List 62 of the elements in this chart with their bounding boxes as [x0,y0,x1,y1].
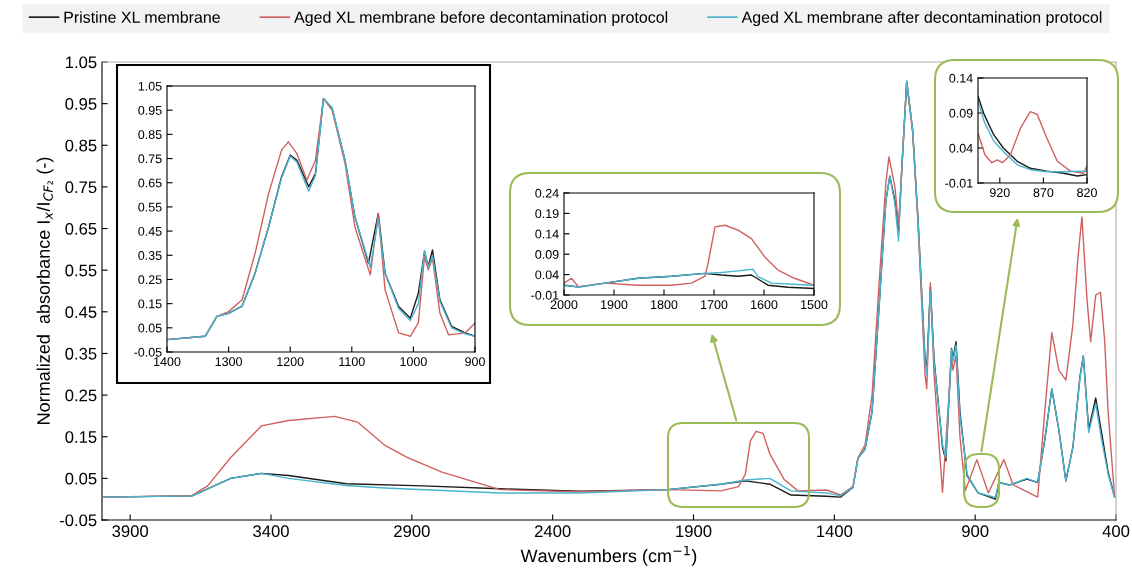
x-tick-label: 1100 [339,357,365,367]
y-tick-label: 0.35 [65,347,97,360]
y-tick-label: 0.19 [535,209,559,219]
y-tick-label: 0.35 [138,251,162,260]
x-tick-label: 1900 [601,300,628,310]
y-tick-label: 0.15 [65,431,97,443]
y-tick-label: 0.65 [138,178,162,188]
y-tick-label: 0.65 [65,222,97,235]
y-tick-label: 1.05 [138,81,162,91]
y-tick-label: 0.09 [535,250,559,259]
y-tick-label: 0.25 [65,389,97,402]
y-tick-label: 0.15 [138,299,162,309]
legend-label: Aged XL membrane after decontamination protocol [741,11,1102,27]
x-tick-label: 900 [465,357,485,367]
y-tick-label: -0.05 [134,347,162,357]
y-tick-label: 0.75 [138,154,162,164]
y-tick-label: -0.01 [945,178,973,188]
x-tick-label: 2900 [394,525,430,538]
x-tick-label: 3400 [253,525,289,538]
y-tick-label: 0.75 [65,181,97,194]
y-tick-label: -0.01 [531,290,559,300]
x-axis-title: Wavenumbers (cm$^{−1}$) [520,545,697,566]
y-tick-label: 0.55 [65,264,97,277]
y-tick-label: 0.95 [138,105,162,115]
x-tick-label: 1500 [801,300,828,310]
y-tick-label: 0.95 [65,98,97,110]
x-tick-label: 1600 [751,300,778,310]
y-tick-label: 1.05 [65,56,97,69]
y-tick-label: 0.85 [138,130,162,140]
y-tick-label: 0.55 [138,202,162,212]
x-tick-label: 900 [962,525,989,538]
x-tick-label: 2000 [550,300,578,310]
x-tick-label: 1200 [277,357,304,367]
x-tick-label: 1400 [817,525,853,538]
y-tick-label: 0.05 [65,472,97,485]
x-tick-label: 2400 [534,525,571,538]
x-tick-label: 820 [1077,188,1097,198]
x-tick-label: 1400 [154,357,181,367]
x-tick-label: 1700 [701,300,728,310]
y-tick-label: -0.05 [59,514,97,527]
y-tick-label: 0.05 [138,323,162,333]
y-tick-label: 0.25 [138,275,162,285]
x-tick-label: 1000 [400,357,427,367]
legend-label: Aged XL membrane before decontamination protocol [294,11,668,27]
y-tick-label: 0.45 [138,226,162,236]
y-tick-label: 0.45 [65,306,97,319]
y-tick-label: 0.85 [65,139,97,152]
x-tick-label: 920 [989,188,1010,198]
y-axis-title: Normalized absorbance I$_{x}$/I$_{CF₂}$ (-) [36,157,54,424]
x-tick-label: 1800 [651,300,678,310]
y-tick-label: 0.04 [535,270,559,280]
x-tick-label: 400 [1102,525,1130,538]
y-tick-label: 0.14 [949,73,973,83]
y-tick-label: 0.04 [949,143,973,153]
y-tick-label: 0.09 [949,108,973,118]
x-tick-label: 870 [1033,188,1054,198]
y-tick-label: 0.24 [535,188,559,198]
x-tick-label: 1300 [215,357,243,367]
legend-label: Pristine XL membrane [64,11,220,23]
y-tick-label: 0.14 [535,229,559,239]
x-tick-label: 1900 [676,525,712,538]
x-tick-label: 3900 [112,525,149,538]
